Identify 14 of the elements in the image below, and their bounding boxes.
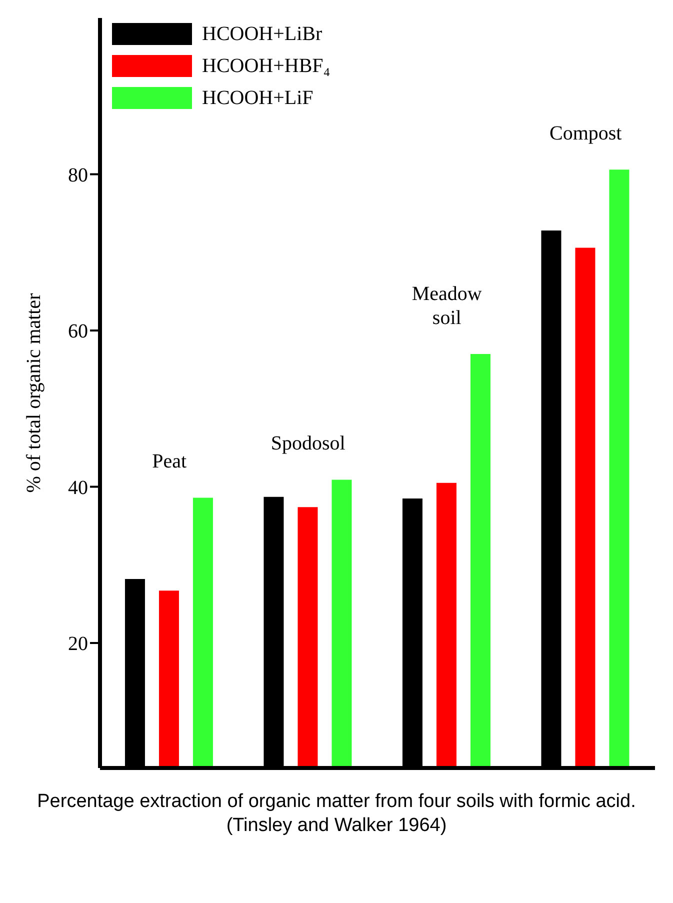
legend-label: HCOOH+LiF	[202, 86, 314, 110]
text: Percentage extraction of organic matter from four soils with formic acid.	[36, 790, 637, 814]
y-tick-label: 60	[68, 320, 88, 343]
y-axis-title: % of total organic matter	[23, 292, 46, 493]
x-tick-label: Spodosol	[270, 432, 346, 455]
x-tick-label: Compost	[550, 122, 622, 145]
x-tick-label: Meadow soil	[412, 282, 482, 329]
legend-label: HCOOH+HBF₄	[202, 54, 330, 78]
x-tick-label: Peat	[152, 450, 188, 473]
y-tick-label: 80	[68, 164, 88, 186]
y-tick-label: 20	[68, 633, 88, 656]
legend-label: HCOOH+LiBr	[202, 22, 322, 46]
text: (Tinsley and Walker 1964)	[225, 814, 448, 838]
y-tick-label: 40	[68, 476, 88, 499]
